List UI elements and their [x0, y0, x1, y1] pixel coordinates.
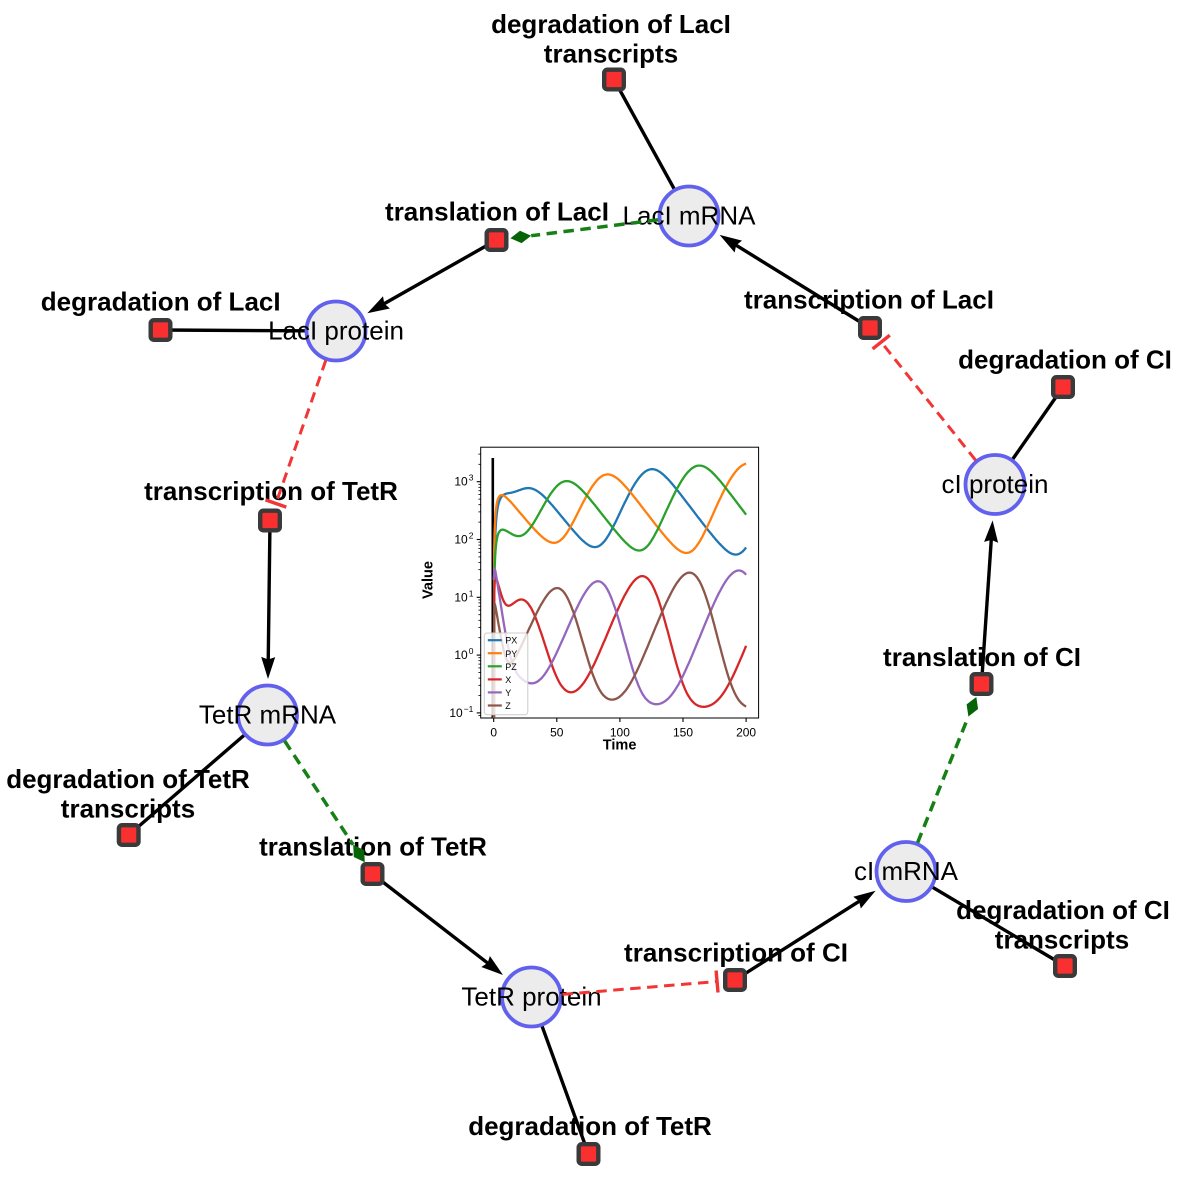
- svg-text:3: 3: [469, 473, 474, 483]
- svg-text:degradation of CI: degradation of CI: [958, 345, 1172, 375]
- svg-text:Z: Z: [505, 701, 511, 711]
- svg-text:LacI protein: LacI protein: [268, 316, 404, 346]
- svg-text:10: 10: [454, 475, 468, 489]
- svg-text:1: 1: [469, 588, 474, 598]
- svg-text:transcription of CI: transcription of CI: [624, 938, 848, 968]
- svg-text:10: 10: [454, 648, 468, 662]
- svg-text:degradation of LacI: degradation of LacI: [41, 287, 281, 317]
- svg-text:−1: −1: [464, 704, 474, 714]
- svg-text:10: 10: [454, 590, 468, 604]
- svg-text:LacI mRNA: LacI mRNA: [623, 201, 757, 231]
- svg-text:TetR mRNA: TetR mRNA: [199, 700, 337, 730]
- svg-text:cI protein: cI protein: [942, 469, 1049, 499]
- svg-text:X: X: [505, 675, 511, 685]
- svg-text:PX: PX: [505, 636, 517, 646]
- svg-text:0: 0: [469, 646, 474, 656]
- svg-text:2: 2: [469, 531, 474, 541]
- svg-text:degradation of CI: degradation of CI: [956, 895, 1170, 925]
- svg-text:transcripts: transcripts: [61, 794, 195, 824]
- svg-text:100: 100: [610, 726, 630, 740]
- svg-text:translation of CI: translation of CI: [883, 642, 1081, 672]
- svg-text:PZ: PZ: [505, 662, 517, 672]
- svg-text:10: 10: [454, 533, 468, 547]
- svg-text:Time: Time: [603, 738, 637, 754]
- svg-text:50: 50: [550, 726, 564, 740]
- svg-text:degradation of TetR: degradation of TetR: [468, 1111, 712, 1141]
- svg-text:10: 10: [449, 706, 463, 720]
- svg-text:TetR protein: TetR protein: [461, 982, 601, 1012]
- svg-text:150: 150: [673, 726, 693, 740]
- svg-text:Y: Y: [505, 688, 511, 698]
- svg-text:translation of LacI: translation of LacI: [385, 197, 609, 227]
- svg-text:cI mRNA: cI mRNA: [854, 856, 959, 886]
- svg-text:0: 0: [490, 726, 497, 740]
- svg-text:degradation of LacI: degradation of LacI: [491, 9, 731, 39]
- svg-text:transcription of LacI: transcription of LacI: [744, 285, 994, 315]
- svg-text:200: 200: [736, 726, 756, 740]
- svg-text:PY: PY: [505, 649, 517, 659]
- svg-text:transcripts: transcripts: [995, 925, 1129, 955]
- svg-text:degradation of TetR: degradation of TetR: [6, 764, 250, 794]
- svg-text:Value: Value: [421, 561, 437, 599]
- svg-text:translation of TetR: translation of TetR: [259, 832, 487, 862]
- svg-text:transcripts: transcripts: [544, 39, 678, 69]
